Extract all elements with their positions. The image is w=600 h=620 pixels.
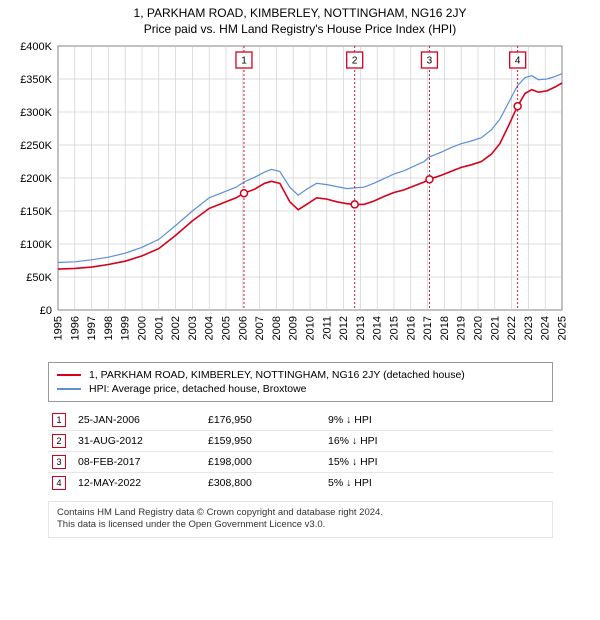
x-tick-label: 2000 xyxy=(137,316,149,340)
chart-subtitle: Price paid vs. HM Land Registry's House … xyxy=(10,22,590,36)
marker-label: 1 xyxy=(241,56,247,67)
x-tick-label: 2022 xyxy=(506,316,518,340)
x-tick-label: 1996 xyxy=(69,316,81,340)
x-tick-label: 2007 xyxy=(254,316,266,340)
x-tick-label: 1999 xyxy=(120,316,132,340)
table-cell-hpi: 15% ↓ HPI xyxy=(328,456,553,468)
marker-point xyxy=(426,176,433,183)
table-cell-hpi: 16% ↓ HPI xyxy=(328,435,553,447)
y-tick-label: £150K xyxy=(20,206,52,218)
marker-point xyxy=(240,190,247,197)
x-tick-label: 2008 xyxy=(271,316,283,340)
table-row: 1 25-JAN-2006£176,9509% ↓ HPI xyxy=(48,410,553,430)
y-tick-label: £300K xyxy=(20,107,52,119)
x-tick-label: 2025 xyxy=(557,316,569,340)
table-cell-price: £176,950 xyxy=(208,414,328,426)
legend-swatch xyxy=(57,388,81,390)
legend-label: 1, PARKHAM ROAD, KIMBERLEY, NOTTINGHAM, … xyxy=(89,369,465,381)
marker-point xyxy=(514,103,521,110)
x-tick-label: 2014 xyxy=(372,316,384,340)
legend-swatch xyxy=(57,374,81,376)
x-tick-label: 2001 xyxy=(153,316,165,340)
x-tick-label: 2019 xyxy=(456,316,468,340)
table-cell-date: 25-JAN-2006 xyxy=(78,414,208,426)
table-cell-price: £198,000 xyxy=(208,456,328,468)
legend-item: 1, PARKHAM ROAD, KIMBERLEY, NOTTINGHAM, … xyxy=(57,368,544,382)
x-tick-label: 2002 xyxy=(170,316,182,340)
x-tick-label: 2012 xyxy=(338,316,350,340)
x-tick-label: 2017 xyxy=(422,316,434,340)
table-marker-box: 1 xyxy=(52,413,66,427)
chart-area: £0 £50K £100K £150K £200K £250K £300K £350K £400… xyxy=(10,42,590,352)
table-cell-date: 12-MAY-2022 xyxy=(78,477,208,489)
table-marker-box: 3 xyxy=(52,455,66,469)
table-row: 4 12-MAY-2022£308,8005% ↓ HPI xyxy=(48,472,553,493)
x-tick-label: 2024 xyxy=(540,316,552,340)
x-tick-label: 2009 xyxy=(288,316,300,340)
x-tick-label: 2013 xyxy=(355,316,367,340)
x-tick-label: 2020 xyxy=(473,316,485,340)
sales-table: 1 25-JAN-2006£176,9509% ↓ HPI 2 31-AUG-2012… xyxy=(48,410,553,493)
x-tick-label: 2005 xyxy=(221,316,233,340)
x-tick-label: 2016 xyxy=(405,316,417,340)
y-tick-label: £100K xyxy=(20,239,52,251)
marker-label: 2 xyxy=(352,56,358,67)
x-tick-label: 1995 xyxy=(53,316,65,340)
marker-label: 3 xyxy=(427,56,433,67)
table-cell-price: £159,950 xyxy=(208,435,328,447)
legend-item: HPI: Average price, detached house, Brox… xyxy=(57,382,544,396)
y-tick-label: £400K xyxy=(20,42,52,53)
x-tick-label: 2018 xyxy=(439,316,451,340)
table-cell-hpi: 5% ↓ HPI xyxy=(328,477,553,489)
chart-title: 1, PARKHAM ROAD, KIMBERLEY, NOTTINGHAM, … xyxy=(10,6,590,20)
x-tick-label: 2023 xyxy=(523,316,535,340)
marker-point xyxy=(351,201,358,208)
marker-label: 4 xyxy=(515,56,521,67)
footnote-line: Contains HM Land Registry data © Crown c… xyxy=(57,507,544,519)
y-tick-label: £350K xyxy=(20,74,52,86)
x-tick-label: 2006 xyxy=(237,316,249,340)
x-tick-label: 2004 xyxy=(204,316,216,340)
x-tick-label: 2010 xyxy=(305,316,317,340)
table-marker-box: 4 xyxy=(52,476,66,490)
table-marker-box: 2 xyxy=(52,434,66,448)
legend: 1, PARKHAM ROAD, KIMBERLEY, NOTTINGHAM, … xyxy=(48,362,553,402)
table-cell-price: £308,800 xyxy=(208,477,328,489)
footnote-line: This data is licensed under the Open Gov… xyxy=(57,519,544,531)
table-cell-hpi: 9% ↓ HPI xyxy=(328,414,553,426)
x-tick-label: 1997 xyxy=(86,316,98,340)
x-tick-label: 2015 xyxy=(389,316,401,340)
y-tick-label: £200K xyxy=(20,173,52,185)
y-tick-label: £250K xyxy=(20,140,52,152)
x-tick-label: 2003 xyxy=(187,316,199,340)
x-tick-label: 1998 xyxy=(103,316,115,340)
footnote: Contains HM Land Registry data © Crown c… xyxy=(48,501,553,538)
table-row: 3 08-FEB-2017£198,00015% ↓ HPI xyxy=(48,451,553,472)
y-tick-label: £0 xyxy=(40,305,52,317)
table-cell-date: 31-AUG-2012 xyxy=(78,435,208,447)
table-row: 2 31-AUG-2012£159,95016% ↓ HPI xyxy=(48,430,553,451)
chart-svg: £0 £50K £100K £150K £200K £250K £300K £350K £400… xyxy=(10,42,570,352)
x-tick-label: 2021 xyxy=(489,316,501,340)
x-tick-label: 2011 xyxy=(321,316,333,340)
table-cell-date: 08-FEB-2017 xyxy=(78,456,208,468)
legend-label: HPI: Average price, detached house, Brox… xyxy=(89,383,307,395)
y-tick-label: £50K xyxy=(26,272,52,284)
